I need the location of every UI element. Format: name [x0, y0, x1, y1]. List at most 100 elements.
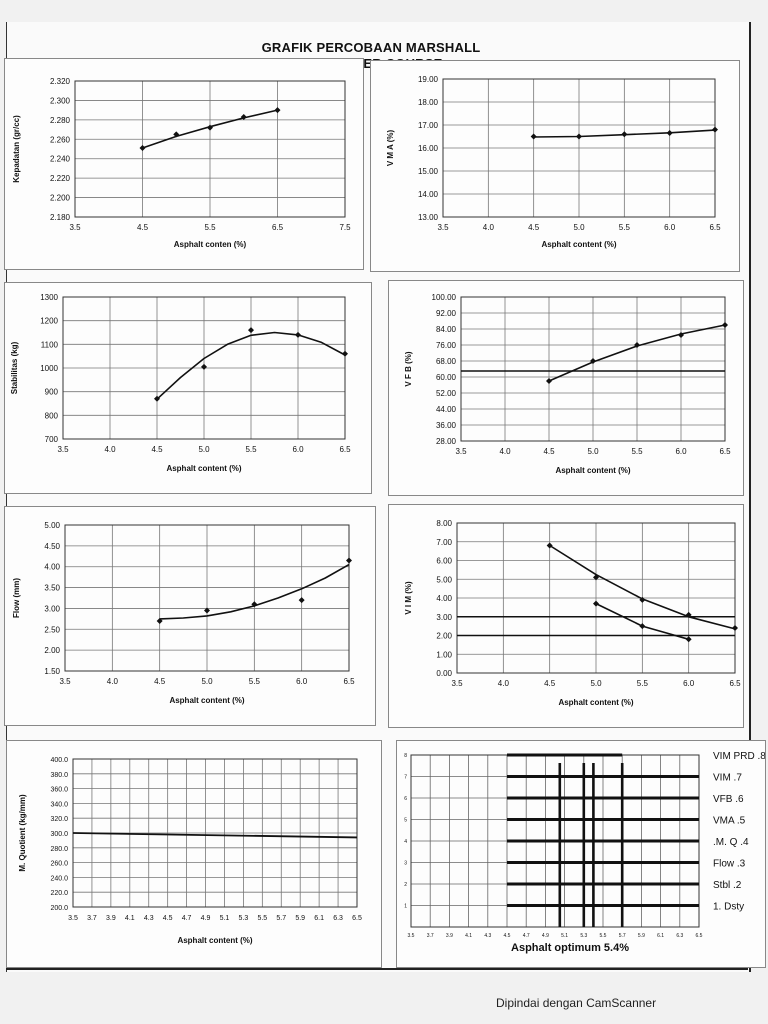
x-axis-label: Asphalt content (%) — [169, 696, 244, 705]
x-tick-label: 3.5 — [437, 223, 449, 232]
x-tick-label: 5.5 — [204, 223, 216, 232]
y-tick-label: 2.200 — [50, 194, 71, 203]
plot-frame — [74, 80, 346, 218]
y-tick-label: 280.0 — [50, 846, 68, 853]
vim-chart: 3.5 4.0 4.5 5.0 5.5 6.0 6.5 0.00 1.00 2.00 3.00 4.0… — [404, 519, 741, 707]
vma-chart-panel: 3.5 4.0 4.5 5.0 5.5 6.0 6.5 13.00 14.00 15.00 16.0… — [370, 60, 740, 272]
y-tick-label: 3 — [404, 861, 407, 867]
criteria-label: 1. Dsty — [713, 902, 744, 913]
y-tick-label: 4 — [404, 839, 407, 845]
y-tick-label: 2.300 — [50, 96, 71, 105]
plot-frame — [456, 522, 736, 674]
data-point — [722, 322, 728, 328]
x-tick-label: 4.5 — [151, 445, 163, 454]
title-line-1: GRAFIK PERCOBAAN MARSHALL — [261, 40, 481, 55]
x-tick-label: 5.5 — [245, 445, 257, 454]
criteria-label: Flow .3 — [713, 859, 746, 870]
density-chart-panel: 3.5 4.5 5.5 6.5 7.5 2.180 2.200 2.220 2.240 2.260… — [4, 58, 364, 270]
y-tick-label: 200.0 — [50, 905, 68, 912]
y-tick-label: 320.0 — [50, 816, 68, 823]
y-tick-label: 2.50 — [44, 625, 60, 634]
y-tick-label: 700 — [45, 435, 59, 444]
data-point — [634, 342, 640, 348]
y-tick-label: 5 — [404, 818, 407, 824]
x-tick-label: 4.1 — [465, 933, 472, 939]
x-tick-label: 7.5 — [339, 223, 351, 232]
y-tick-label: 84.00 — [436, 325, 457, 334]
plot-frame — [460, 296, 726, 442]
y-tick-label: 8.00 — [436, 519, 452, 528]
y-tick-label: 0.00 — [436, 669, 452, 678]
plot-frame — [64, 524, 350, 672]
data-point — [593, 600, 599, 607]
x-tick-label: 4.1 — [125, 915, 135, 922]
y-axis-label: Kepadatan (gr/cc) — [12, 115, 21, 183]
x-tick-label: 5.5 — [637, 679, 649, 688]
criteria-label: VIM PRD .8 — [713, 751, 765, 762]
y-tick-label: 2 — [404, 882, 407, 888]
x-tick-label: 6.0 — [292, 445, 304, 454]
y-axis-label: Stabilitas (kg) — [10, 341, 19, 394]
y-tick-label: 240.0 — [50, 875, 68, 882]
y-tick-label: 36.00 — [436, 421, 457, 430]
asphalt-optimum-chart: 3.5 3.7 3.9 4.1 4.3 4.5 4.7 4.9 5.1 5.3 5.5 5.7 5.9 6… — [404, 751, 766, 954]
data-point — [530, 133, 537, 140]
data-point — [156, 617, 163, 624]
stability-chart-panel: 3.5 4.0 4.5 5.0 5.5 6.0 6.5 700 800 900 1000 1100 12… — [4, 282, 372, 494]
y-tick-label: 900 — [45, 388, 59, 397]
data-point — [685, 636, 692, 643]
mq-chart: 3.5 3.7 3.9 4.1 4.3 4.5 4.7 4.9 5.1 5.3 5.5 5.7 5.9 6… — [18, 757, 362, 945]
x-tick-label: 4.5 — [528, 223, 540, 232]
x-tick-label: 4.5 — [544, 679, 556, 688]
optimum-caption: Asphalt optimum 5.4% — [511, 942, 629, 954]
x-tick-label: 4.0 — [107, 677, 119, 686]
x-tick-label: 4.5 — [163, 915, 173, 922]
x-tick-label: 6.5 — [696, 933, 703, 939]
x-tick-label: 3.5 — [455, 447, 467, 456]
x-tick-label: 4.9 — [201, 915, 211, 922]
y-tick-label: 1.50 — [44, 667, 60, 676]
x-tick-label: 6.3 — [333, 915, 343, 922]
x-tick-label: 3.5 — [59, 677, 71, 686]
x-tick-label: 4.7 — [182, 915, 192, 922]
x-axis-label: Asphalt content (%) — [541, 240, 616, 249]
vim-chart-panel: 3.5 4.0 4.5 5.0 5.5 6.0 6.5 0.00 1.00 2.00 3.00 4.0… — [388, 504, 744, 728]
y-tick-label: 1000 — [40, 364, 58, 373]
x-tick-label: 6.5 — [343, 677, 355, 686]
x-tick-label: 6.1 — [657, 933, 664, 939]
y-axis-label: V I M (%) — [404, 581, 413, 615]
y-tick-label: 68.00 — [436, 357, 457, 366]
y-tick-label: 1200 — [40, 317, 58, 326]
x-tick-label: 6.0 — [683, 679, 695, 688]
sheet-bottom-rule — [6, 968, 748, 970]
x-tick-label: 3.9 — [106, 915, 116, 922]
x-tick-label: 4.5 — [543, 447, 555, 456]
x-axis-label: Asphalt content (%) — [177, 936, 252, 945]
optimum-chart-panel: 3.5 3.7 3.9 4.1 4.3 4.5 4.7 4.9 5.1 5.3 5.5 5.7 5.9 6… — [396, 740, 766, 968]
y-tick-label: 16.00 — [418, 144, 439, 153]
data-point — [621, 131, 628, 138]
y-tick-label: 7.00 — [436, 538, 452, 547]
x-tick-label: 6.0 — [675, 447, 687, 456]
y-tick-label: 28.00 — [436, 437, 457, 446]
y-tick-label: 4.00 — [44, 563, 60, 572]
x-tick-label: 6.5 — [339, 445, 351, 454]
y-tick-label: 52.00 — [436, 389, 457, 398]
x-tick-label: 4.5 — [504, 933, 511, 939]
y-tick-label: 6 — [404, 796, 407, 802]
x-tick-label: 3.7 — [87, 915, 97, 922]
data-point — [298, 597, 305, 604]
x-tick-label: 6.5 — [729, 679, 741, 688]
y-tick-label: 2.00 — [44, 646, 60, 655]
y-tick-label: 2.240 — [50, 155, 71, 164]
x-axis-label: Asphalt content (%) — [166, 464, 241, 473]
x-tick-label: 5.9 — [295, 915, 305, 922]
data-point — [139, 145, 146, 152]
y-tick-label: 2.260 — [50, 135, 71, 144]
x-tick-label: 6.1 — [314, 915, 324, 922]
flow-chart-panel: 3.5 4.0 4.5 5.0 5.5 6.0 6.5 1.50 2.00 2.50 3.00 3.5… — [4, 506, 376, 726]
x-tick-label: 3.5 — [69, 223, 81, 232]
x-tick-label: 3.5 — [451, 679, 463, 688]
x-tick-label: 5.0 — [201, 677, 213, 686]
x-tick-label: 4.5 — [137, 223, 149, 232]
